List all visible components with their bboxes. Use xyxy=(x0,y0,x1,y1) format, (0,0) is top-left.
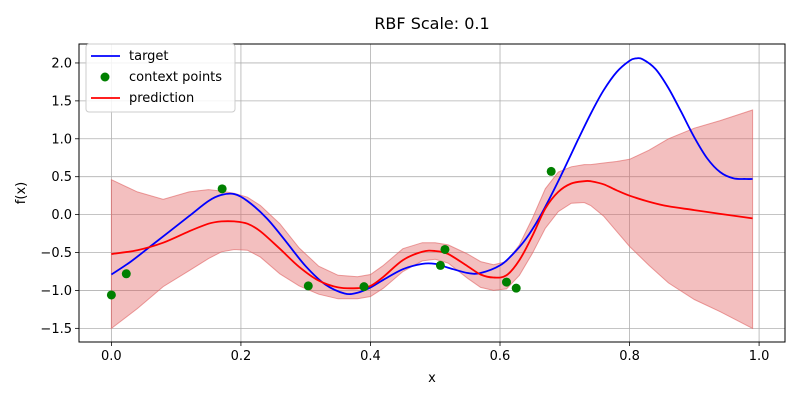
context-points-layer xyxy=(106,166,556,300)
series-lines xyxy=(110,57,753,296)
x-tick-label: 1.0 xyxy=(749,349,770,364)
y-tick-label: 0.5 xyxy=(51,170,72,185)
x-tick-label: 0.2 xyxy=(231,349,252,364)
y-axis-label: f(x) xyxy=(14,182,29,204)
x-tick-label: 0.0 xyxy=(101,349,122,364)
context-point xyxy=(435,260,445,270)
y-tick-label: −1.5 xyxy=(40,322,72,337)
context-point xyxy=(121,269,131,279)
y-tick-label: −0.5 xyxy=(40,246,72,261)
axis-ticks: 0.0 0.2 0.4 0.6 0.8 1.0 −1.5 −1.0 −0.5 0.0 0.5 1.0 1… xyxy=(40,56,769,364)
plot-frame xyxy=(78,43,786,343)
legend-box xyxy=(85,43,236,113)
prediction-line xyxy=(111,180,753,290)
context-point xyxy=(501,277,511,287)
x-tick-label: 0.4 xyxy=(360,349,381,364)
x-axis-label: x xyxy=(428,371,436,386)
legend: target context points prediction xyxy=(85,43,236,113)
uncertainty-band-layer xyxy=(110,109,754,330)
legend-context-label: context points xyxy=(129,70,222,85)
legend-target-label: target xyxy=(129,49,169,64)
chart-title: RBF Scale: 0.1 xyxy=(374,14,489,33)
context-point xyxy=(106,290,116,300)
x-tick-label: 0.8 xyxy=(619,349,640,364)
y-tick-label: 2.0 xyxy=(51,56,72,71)
x-tick-label: 0.6 xyxy=(490,349,511,364)
context-point xyxy=(359,282,369,292)
legend-context-swatch xyxy=(100,72,110,82)
y-tick-label: −1.0 xyxy=(40,284,72,299)
target-line xyxy=(110,57,753,296)
legend-prediction-label: prediction xyxy=(129,91,194,106)
context-point xyxy=(217,184,227,194)
context-point xyxy=(511,283,521,293)
context-point xyxy=(440,244,450,254)
uncertainty-band xyxy=(110,109,754,330)
context-point xyxy=(546,166,556,176)
y-tick-label: 0.0 xyxy=(51,208,72,223)
context-point xyxy=(303,281,313,291)
y-tick-label: 1.5 xyxy=(51,94,72,109)
y-tick-label: 1.0 xyxy=(51,132,72,147)
